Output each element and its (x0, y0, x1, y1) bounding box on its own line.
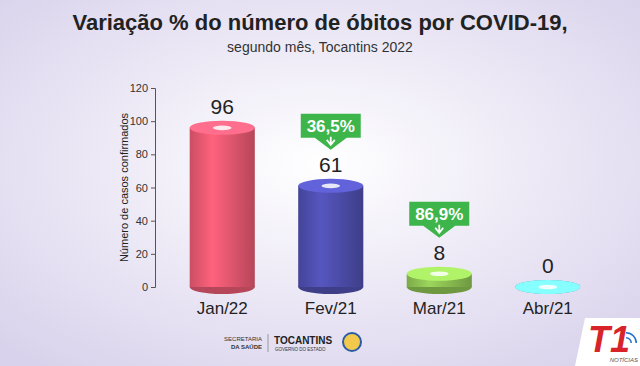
brand-logo: T1NOTÍCIAS (575, 318, 640, 366)
cylinder (298, 179, 363, 294)
y-tick-label: 0 (142, 281, 148, 293)
bar-top-hole (213, 125, 232, 130)
annotation-label: 36,5% (307, 117, 355, 136)
data-label: 0 (542, 254, 554, 277)
y-tick-mark (151, 287, 155, 288)
brand-signal (626, 332, 637, 343)
y-axis-line (151, 89, 156, 288)
chart: Variação % do número de óbitos por COVID… (0, 0, 640, 366)
data-label: 8 (433, 241, 445, 264)
bar-top (515, 280, 580, 294)
footer-text: SECRETARIA (224, 336, 262, 342)
y-tick-mark (151, 188, 155, 189)
y-tick: 20 (136, 248, 155, 260)
y-tick-label: 100 (130, 115, 148, 127)
cylinder (515, 280, 580, 294)
bars (190, 121, 581, 294)
y-tick-label: 80 (136, 148, 148, 160)
y-tick-label: 40 (136, 215, 148, 227)
bar (190, 128, 255, 287)
footer-divider (268, 334, 269, 352)
bar-top-hole (538, 285, 557, 290)
annotation-arrow (301, 114, 361, 150)
background (0, 0, 640, 366)
y-tick: 40 (136, 215, 155, 227)
y-tick: 60 (136, 182, 155, 194)
bar-top (298, 179, 363, 193)
annotation: 86,9% (409, 202, 469, 238)
x-tick: Fev/21 (305, 296, 357, 318)
data-label: 96 (211, 95, 234, 118)
y-tick: 120 (130, 82, 155, 94)
title: Variação % do número de óbitos por COVID… (72, 10, 567, 35)
emblem (343, 333, 361, 351)
bar (298, 186, 363, 287)
y-tick: 80 (136, 148, 155, 160)
bar-top (407, 267, 472, 281)
y-axis-title: Número de casos confirmados (118, 112, 130, 262)
y-tick: 100 (130, 115, 155, 127)
cylinder (407, 267, 472, 294)
y-tick-label: 120 (130, 82, 148, 94)
brand-signal (626, 337, 632, 343)
subtitle: segundo mês, Tocantins 2022 (227, 39, 413, 55)
x-tick-label: Mar/21 (413, 299, 466, 318)
bar-top-hole (430, 271, 449, 276)
x-axis: Jan/22 Fev/21 Mar/21 Abr/21 (197, 296, 573, 318)
x-tick-label: Abr/21 (523, 299, 573, 318)
data-label: 61 (319, 153, 342, 176)
y-tick: 0 (142, 281, 155, 293)
annotation-arrow-icon (327, 137, 335, 145)
y-tick-mark (151, 154, 155, 155)
footer-text: TOCANTINS (274, 335, 332, 346)
x-tick: Jan/22 (197, 296, 248, 318)
bar-top-hole (321, 184, 340, 189)
y-tick-mark (151, 254, 155, 255)
brand-panel (575, 318, 640, 366)
x-tick: Mar/21 (413, 296, 466, 318)
y-tick-label: 20 (136, 248, 148, 260)
y-axis: 0 20 40 60 80 100 120 (130, 82, 156, 293)
x-tick-label: Jan/22 (197, 299, 248, 318)
footer-text: GOVERNO DO ESTADO (275, 347, 326, 352)
x-tick: Abr/21 (523, 296, 573, 318)
brand: T1 (588, 319, 630, 360)
x-tick-label: Fev/21 (305, 299, 357, 318)
brand-sub: NOTÍCIAS (610, 357, 638, 363)
y-tick-mark (151, 121, 155, 122)
y-tick-label: 60 (136, 182, 148, 194)
annotation: 36,5% (301, 114, 361, 150)
cylinder (190, 121, 255, 294)
annotation-label: 86,9% (415, 205, 463, 224)
footer: SECRETARIA DA SAÚDE TOCANTINSGOVERNO DO ES… (224, 333, 361, 352)
y-tick-mark (151, 221, 155, 222)
bar-base (515, 280, 580, 294)
y-tick-mark (151, 88, 155, 89)
annotation-arrow-icon (435, 225, 443, 233)
bar-top (190, 121, 255, 135)
annotation-arrow (409, 202, 469, 238)
footer-text: DA SAÚDE (231, 344, 262, 350)
